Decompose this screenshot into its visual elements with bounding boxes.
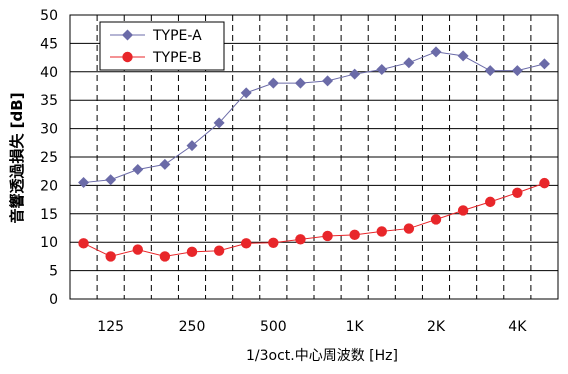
data-point-type-b	[403, 223, 415, 234]
y-tick-label: 50	[40, 8, 58, 24]
series-type-a	[78, 46, 550, 189]
data-point-type-b	[105, 251, 116, 262]
data-point-type-a	[430, 46, 442, 58]
data-point-type-a	[213, 117, 225, 129]
data-point-type-b	[430, 214, 442, 225]
x-tick-label: 1K	[346, 319, 365, 335]
data-point-type-a	[132, 163, 144, 175]
data-point-type-a	[240, 87, 252, 99]
data-point-type-a	[186, 140, 198, 152]
data-point-type-b	[159, 251, 171, 262]
data-point-type-a	[403, 57, 415, 69]
data-point-type-b	[512, 187, 523, 198]
y-tick-label: 5	[49, 264, 58, 280]
x-tick-label: 125	[97, 319, 124, 335]
data-point-type-b	[457, 205, 469, 216]
data-point-type-b	[295, 234, 306, 245]
data-point-type-b	[78, 238, 89, 249]
x-tick-label: 500	[260, 319, 287, 335]
data-point-type-a	[159, 158, 171, 170]
legend-marker-type-b	[122, 51, 133, 63]
x-axis-title: 1/3oct.中心周波数 [Hz]	[246, 348, 398, 364]
data-point-type-a	[538, 58, 550, 70]
legend: TYPE-A TYPE-B	[99, 21, 225, 71]
data-point-type-b	[186, 246, 198, 258]
data-point-type-b	[376, 226, 387, 237]
series-layer	[78, 46, 550, 262]
data-point-type-b	[268, 237, 279, 248]
data-point-type-a	[78, 177, 90, 189]
legend-marker-type-a	[122, 29, 133, 41]
data-point-type-a	[457, 50, 469, 62]
legend-box	[99, 21, 225, 71]
y-tick-label: 15	[40, 207, 58, 223]
y-tick-label: 25	[40, 150, 58, 166]
y-axis-title: 音響透過損失 [dB]	[8, 92, 26, 223]
data-point-type-a	[267, 77, 279, 89]
y-tick-label: 30	[40, 122, 58, 138]
y-tick-label: 40	[40, 65, 58, 81]
series-type-b	[78, 177, 550, 262]
data-point-type-b	[349, 229, 360, 241]
legend-label-type-b: TYPE-B	[152, 50, 202, 66]
data-point-type-a	[322, 75, 334, 87]
data-point-type-b	[322, 230, 333, 242]
x-tick-label: 250	[179, 319, 206, 335]
data-point-type-b	[485, 196, 496, 208]
x-tick-label: 4K	[508, 319, 527, 335]
y-tick-label: 45	[40, 36, 58, 52]
data-point-type-a	[511, 65, 523, 77]
data-point-type-a	[376, 64, 388, 76]
data-point-type-b	[132, 244, 143, 255]
y-tick-label: 20	[40, 178, 58, 194]
y-tick-label: 35	[40, 93, 58, 109]
data-point-type-a	[105, 174, 117, 186]
grid	[70, 14, 558, 299]
y-tick-label: 0	[49, 292, 58, 308]
x-tick-label: 2K	[427, 319, 446, 335]
data-point-type-a	[294, 77, 306, 89]
data-point-type-b	[241, 238, 252, 249]
data-point-type-a	[349, 68, 361, 80]
axes: 0 5 10 15 20 25 30 35 40 45 50 125 250 500 1K 2K 4K	[40, 8, 559, 335]
y-tick-label: 10	[40, 235, 58, 251]
data-point-type-b	[539, 177, 550, 189]
data-point-type-b	[213, 245, 225, 256]
legend-label-type-a: TYPE-A	[152, 28, 202, 44]
plot-frame	[69, 14, 559, 300]
data-point-type-a	[484, 65, 496, 77]
